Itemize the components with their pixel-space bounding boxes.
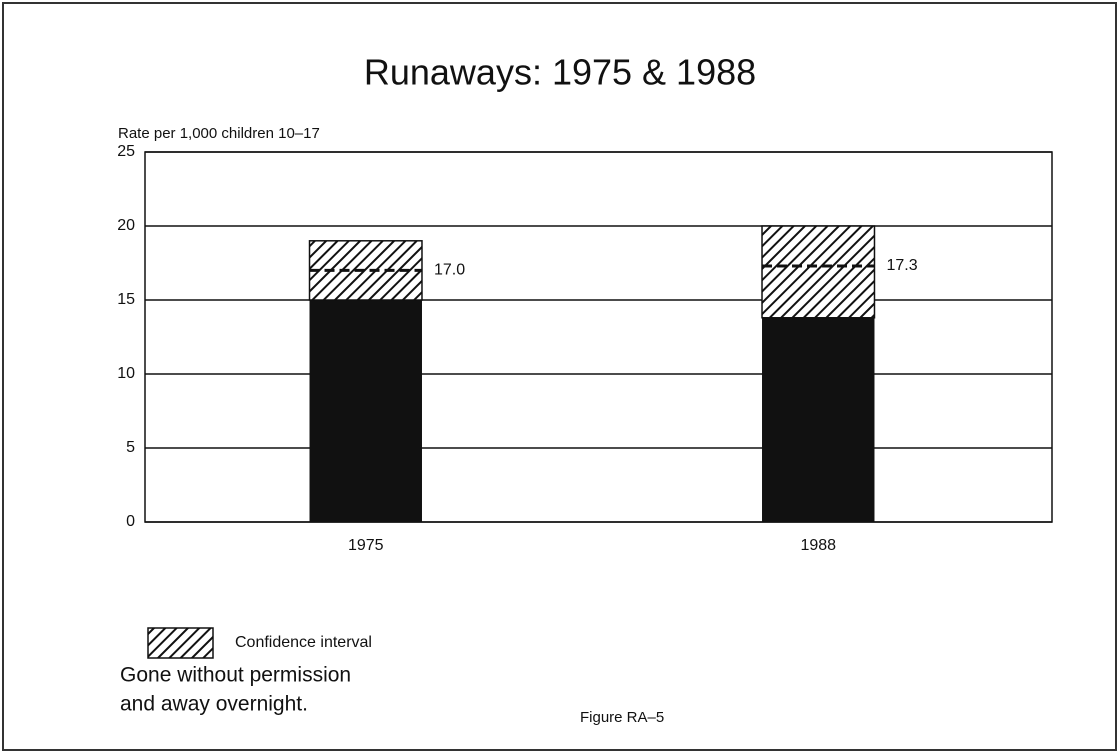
bar [762, 317, 875, 522]
note: and away overnight. [120, 693, 308, 716]
value-label: 17.3 [886, 257, 917, 274]
bar [309, 300, 422, 522]
y-tick-label: 25 [117, 143, 135, 160]
plot-area [144, 151, 1053, 523]
figure-label: Figure RA–5 [580, 709, 664, 726]
chart-title: Runaways: 1975 & 1988 [364, 52, 756, 93]
confidence-interval [761, 225, 876, 319]
y-axis-label: Rate per 1,000 children 10–17 [118, 125, 320, 142]
y-tick-label: 0 [126, 513, 135, 530]
y-tick-label: 5 [126, 439, 135, 456]
legend-label: Confidence interval [235, 634, 372, 651]
y-tick-label: 15 [117, 291, 135, 308]
y-tick-label: 10 [117, 365, 135, 382]
note: Gone without permission [120, 664, 351, 687]
x-tick-label: 1975 [348, 537, 384, 554]
y-tick-label: 20 [117, 217, 135, 234]
x-tick-label: 1988 [800, 537, 836, 554]
legend-swatch [147, 627, 214, 659]
value-label: 17.0 [434, 262, 465, 279]
